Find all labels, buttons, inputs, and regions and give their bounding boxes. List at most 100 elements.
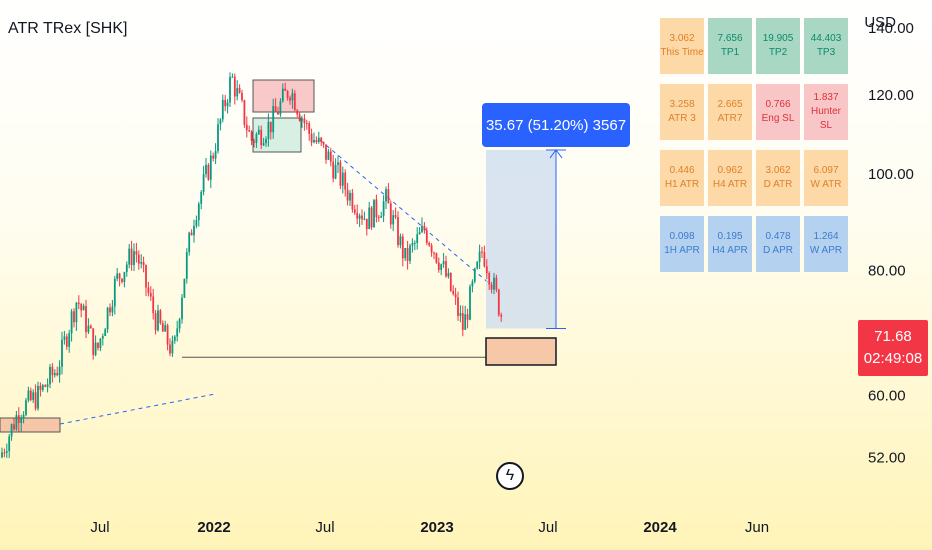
candle-body	[173, 336, 176, 341]
candle-body	[274, 106, 277, 113]
candle-body	[327, 151, 330, 160]
candle-body	[159, 310, 162, 324]
candle-body	[435, 253, 438, 263]
candle-body	[34, 392, 37, 409]
candle-body	[22, 414, 25, 419]
candle-body	[243, 100, 246, 125]
candle-body	[320, 137, 323, 143]
candle-body	[329, 151, 332, 162]
candle-body	[397, 217, 399, 246]
candle-body	[349, 192, 351, 201]
candle-body	[500, 315, 503, 317]
candle-body	[61, 339, 63, 367]
candle-body	[358, 215, 361, 219]
atr-cell: 6.097 W ATR	[804, 150, 848, 206]
candle-body	[231, 76, 234, 78]
candle-body	[421, 225, 423, 233]
x-tick-label: 2024	[643, 519, 677, 536]
candle-body	[380, 216, 383, 218]
candle-body	[289, 97, 291, 101]
candle-body	[303, 118, 306, 123]
candle-body	[365, 218, 368, 230]
candle-body	[164, 325, 167, 332]
y-tick-label: 60.00	[868, 387, 906, 404]
candle-body	[140, 262, 143, 264]
candle-body	[1, 452, 3, 458]
candle-body	[116, 273, 119, 279]
candle-body	[10, 424, 13, 437]
candle-body	[392, 215, 395, 225]
candle-body	[485, 266, 488, 274]
candle-body	[428, 243, 431, 246]
candle-body	[178, 319, 181, 329]
candle-body	[497, 289, 500, 316]
candle-body	[17, 415, 20, 423]
candle-body	[394, 215, 397, 218]
candle-body	[248, 130, 251, 132]
candle-body	[181, 297, 183, 320]
currency-label: USD	[864, 14, 896, 31]
candle-body	[137, 254, 140, 264]
atr-cell: 19.905 TP2	[756, 18, 800, 74]
candle-body	[255, 134, 258, 143]
candle-body	[257, 129, 260, 135]
candle-body	[190, 232, 193, 236]
candle-body	[142, 262, 145, 266]
candle-body	[361, 215, 363, 220]
x-tick-label: Jun	[745, 519, 769, 536]
candle-body	[70, 311, 73, 334]
candle-body	[286, 90, 289, 98]
x-tick-label: Jul	[538, 519, 557, 536]
atr-cell-label: D APR	[762, 245, 793, 256]
atr-cell: 0.478 D APR	[756, 216, 800, 272]
candle-body	[406, 247, 409, 261]
candle-body	[301, 118, 303, 121]
candle-body	[250, 131, 253, 141]
candle-body	[49, 366, 51, 385]
bar-countdown: 02:49:08	[863, 350, 923, 367]
candle-body	[253, 140, 255, 143]
candle-body	[75, 302, 78, 323]
candle-body	[469, 286, 471, 320]
candle-body	[157, 310, 159, 331]
candle-body	[41, 385, 44, 390]
candle-body	[8, 436, 11, 452]
candle-body	[58, 366, 61, 376]
candle-body	[89, 325, 92, 329]
candle-body	[166, 325, 169, 345]
candle-body	[195, 220, 198, 226]
candle-body	[334, 164, 337, 179]
x-tick-label: Jul	[315, 519, 334, 536]
candle-body	[51, 366, 54, 376]
candle-body	[161, 323, 164, 332]
candle-body	[308, 123, 311, 134]
atr-cell: 44.403 TP3	[804, 18, 848, 74]
candle-body	[313, 139, 315, 143]
candle-body	[229, 76, 231, 103]
candle-body	[267, 121, 270, 139]
y-tick-label: 52.00	[868, 449, 906, 466]
candle-body	[476, 262, 479, 269]
candle-body	[385, 189, 387, 202]
candle-body	[128, 248, 131, 265]
candle-body	[169, 344, 171, 354]
candle-body	[27, 390, 30, 401]
candle-body	[106, 307, 109, 330]
price-badge: 71.68 02:49:08	[858, 320, 928, 376]
candle-body	[233, 76, 236, 97]
candle-body	[113, 278, 116, 307]
candle-body	[363, 218, 366, 220]
atr-cell-value: 2.665	[717, 99, 743, 110]
atr-cell-label: TP2	[768, 47, 788, 58]
candle-body	[305, 122, 308, 124]
atr-cell-label: TP1	[720, 47, 740, 58]
candle-body	[281, 88, 284, 102]
candle-body	[63, 336, 66, 340]
last-price: 71.68	[874, 328, 912, 345]
candle-body	[483, 252, 486, 267]
candle-body	[425, 230, 428, 244]
candle-body	[221, 99, 224, 120]
lightning-icon[interactable]: ϟ	[496, 462, 524, 490]
candle-body	[92, 328, 95, 355]
